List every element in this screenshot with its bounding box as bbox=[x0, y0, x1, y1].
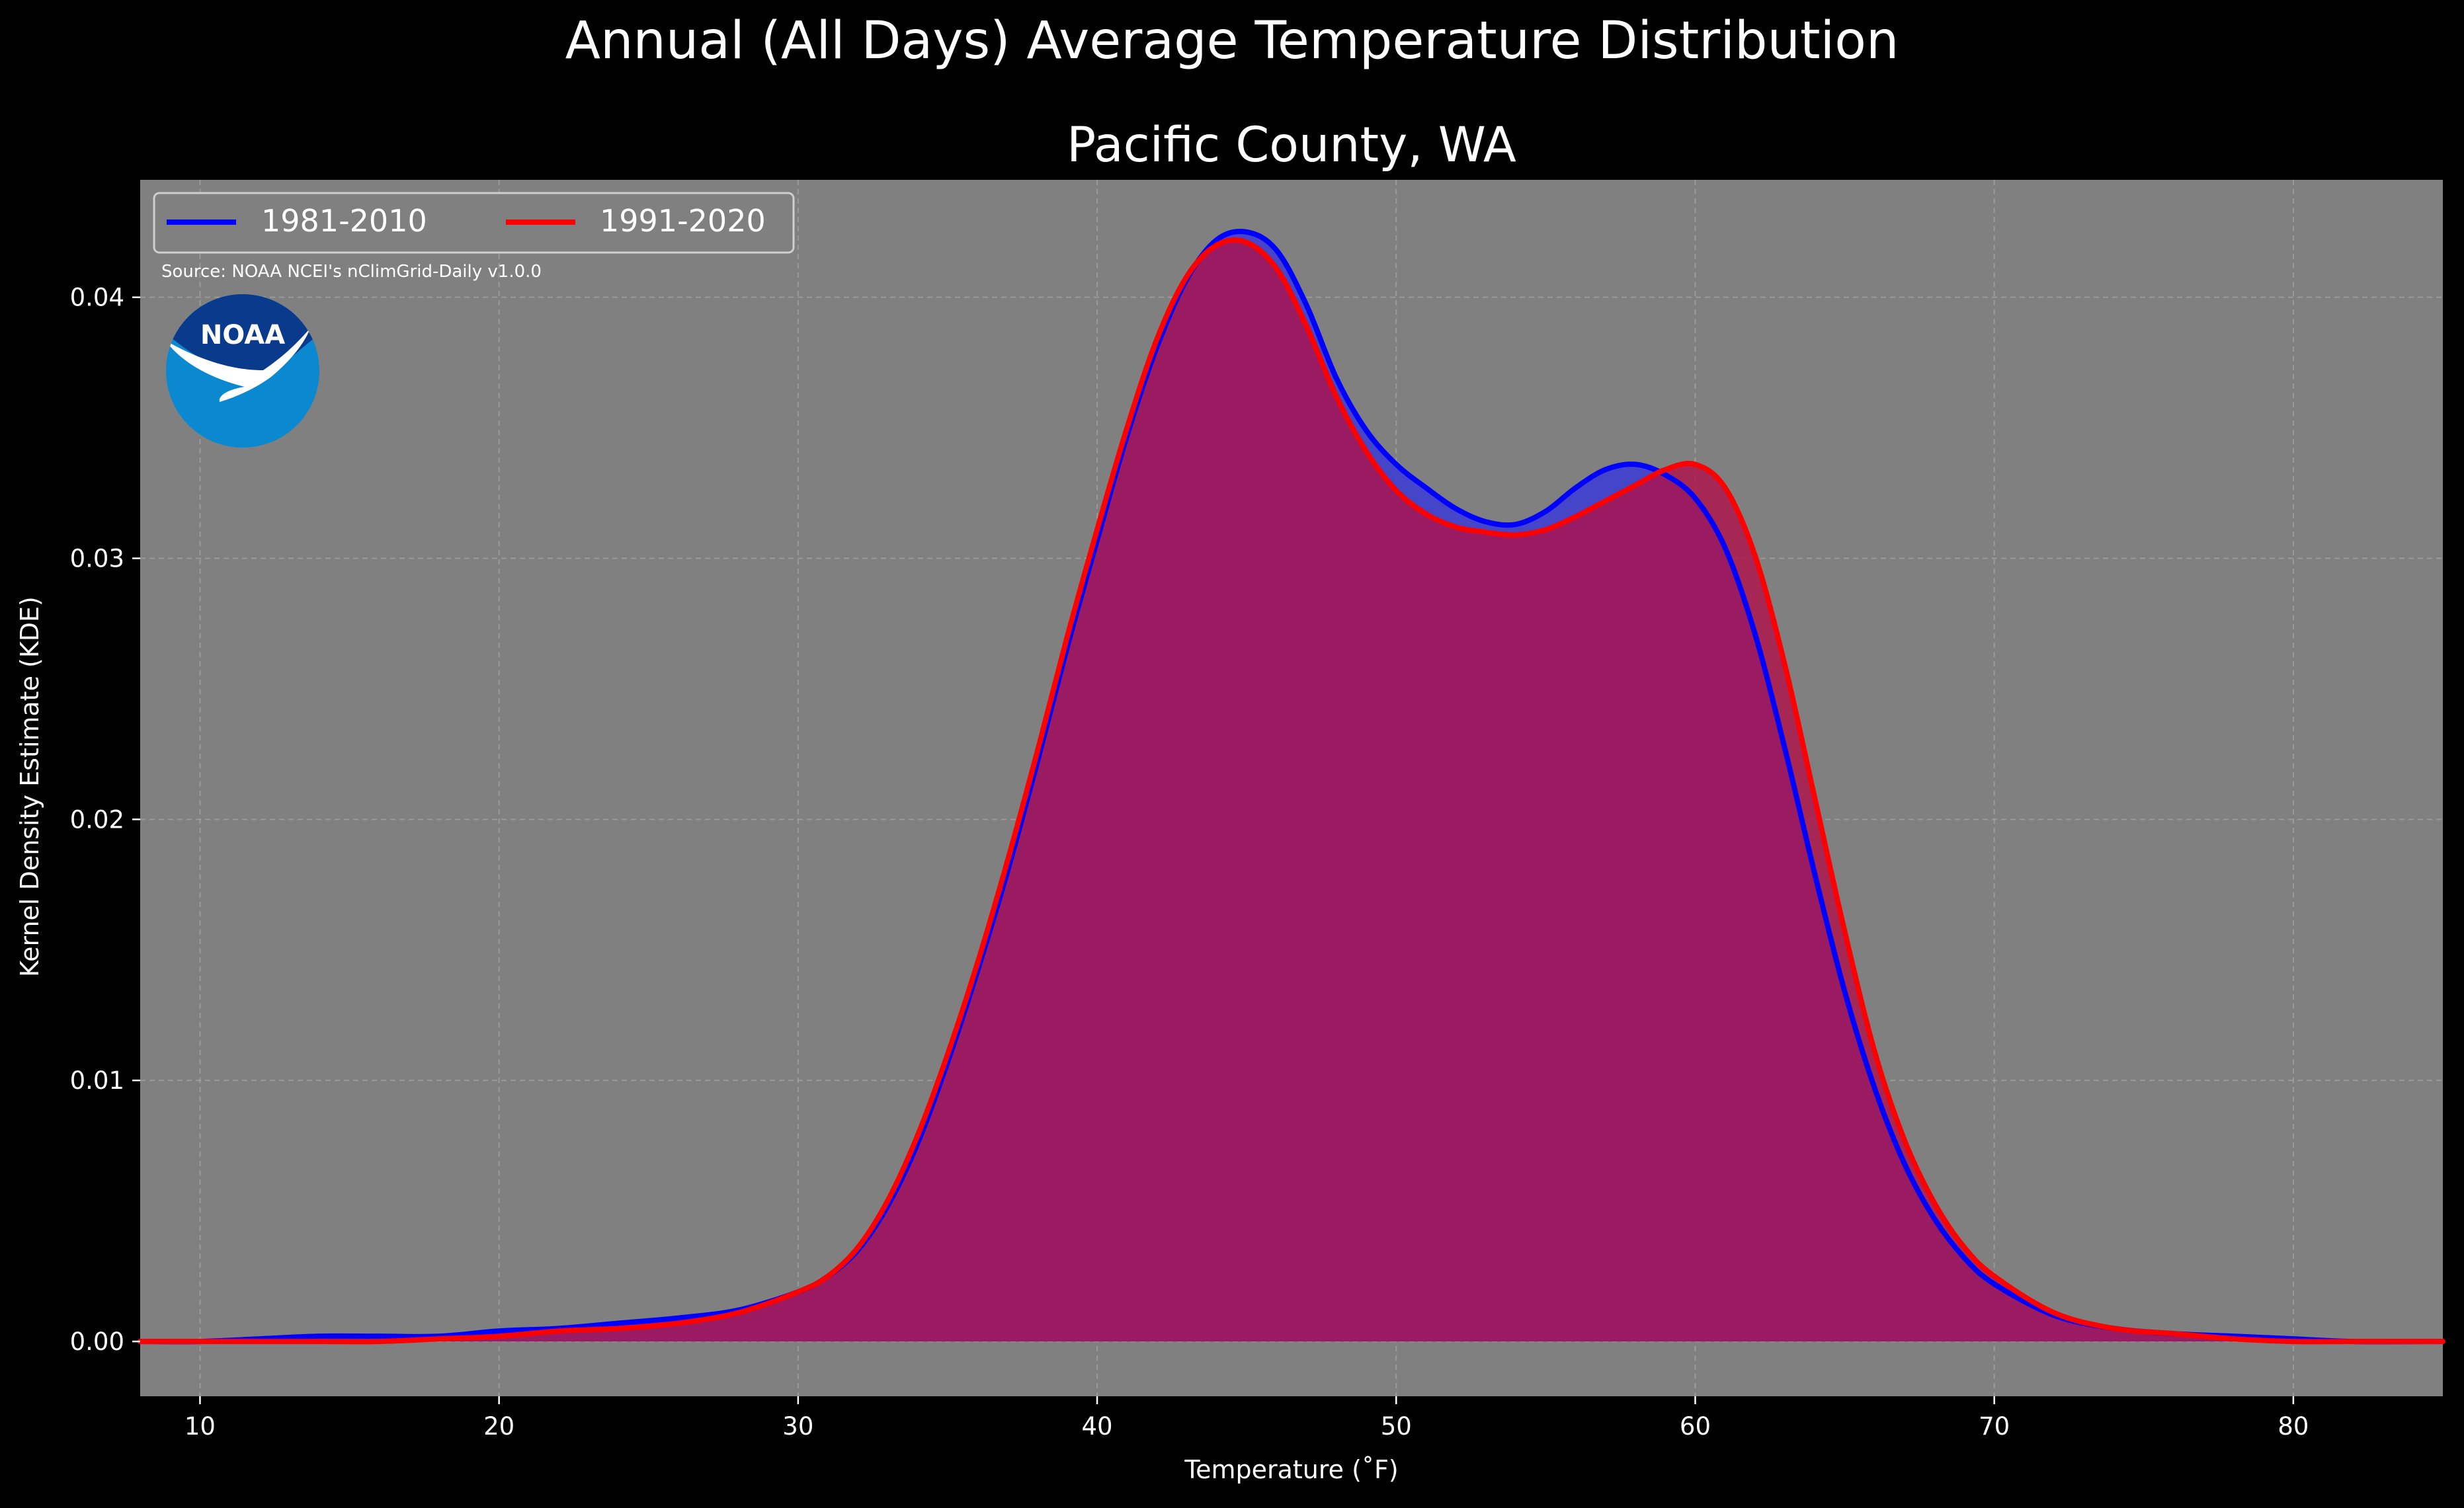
x-tick-label: 20 bbox=[483, 1412, 514, 1441]
legend-box bbox=[153, 192, 795, 254]
x-tick-label: 70 bbox=[1979, 1412, 2010, 1441]
y-tick-label: 0.03 bbox=[70, 545, 124, 573]
series-lines bbox=[138, 229, 2445, 1345]
y-axis-ticks: 0.00 0.01 0.02 0.03 0.04 bbox=[70, 284, 140, 1356]
y-tick-label: 0.01 bbox=[70, 1066, 124, 1095]
chart-title: Pacific County, WA bbox=[1067, 117, 1516, 173]
logo-text: NOAA bbox=[200, 320, 285, 350]
noaa-logo: NOAA bbox=[166, 294, 319, 448]
x-axis-ticks: 10 20 30 40 50 60 70 80 bbox=[185, 1396, 2309, 1441]
x-tick-label: 60 bbox=[1680, 1412, 1711, 1441]
legend: 1981-2010 1991-2020 bbox=[153, 192, 795, 254]
x-tick-label: 80 bbox=[2278, 1412, 2309, 1441]
y-tick-label: 0.00 bbox=[70, 1328, 124, 1356]
source-annotation: Source: NOAA NCEI's nClimGrid-Daily v1.0… bbox=[161, 262, 542, 282]
x-tick-label: 40 bbox=[1082, 1412, 1113, 1441]
x-tick-label: 30 bbox=[782, 1412, 813, 1441]
y-axis-label: Kernel Density Estimate (KDE) bbox=[15, 596, 44, 977]
y-tick-label: 0.02 bbox=[70, 805, 124, 834]
series-line-1991-2020 bbox=[138, 237, 2445, 1345]
figure-suptitle: Annual (All Days) Average Temperature Di… bbox=[565, 11, 1899, 71]
x-axis-label: Temperature (˚F) bbox=[1184, 1455, 1398, 1484]
y-tick-label: 0.04 bbox=[70, 284, 124, 312]
legend-label-1981-2010: 1981-2010 bbox=[261, 203, 427, 239]
x-tick-label: 50 bbox=[1381, 1412, 1412, 1441]
x-tick-label: 10 bbox=[185, 1412, 216, 1441]
logo-bird-icon bbox=[166, 327, 311, 402]
legend-label-1991-2020: 1991-2020 bbox=[600, 203, 766, 239]
